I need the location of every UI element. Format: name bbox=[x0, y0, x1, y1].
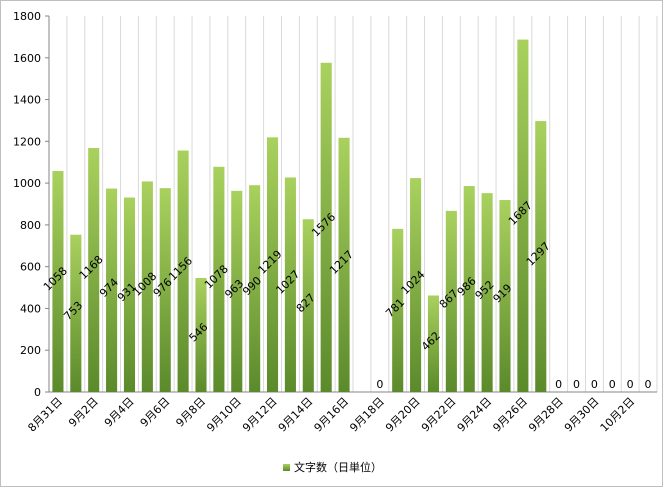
x-tick-label: 9月20日 bbox=[383, 395, 423, 435]
bar bbox=[517, 39, 529, 393]
data-label: 0 bbox=[645, 378, 652, 391]
x-tick-label: 9月28日 bbox=[526, 395, 566, 435]
data-label: 827 bbox=[294, 291, 318, 315]
y-tick-label: 1400 bbox=[13, 94, 41, 107]
x-tick-label: 9月12日 bbox=[240, 395, 280, 435]
x-tick-label: 9月22日 bbox=[419, 395, 459, 435]
x-tick-label: 9月4日 bbox=[102, 395, 137, 430]
data-label: 546 bbox=[187, 320, 211, 344]
bar bbox=[231, 190, 243, 392]
bar bbox=[249, 185, 261, 392]
bar bbox=[481, 193, 493, 392]
bar bbox=[213, 166, 225, 392]
y-tick-label: 800 bbox=[20, 219, 41, 232]
x-tick-label: 9月24日 bbox=[455, 395, 495, 435]
bar bbox=[266, 137, 279, 392]
x-tick-label: 9月10日 bbox=[204, 395, 244, 435]
bars bbox=[52, 39, 547, 393]
x-tick-label: 9月16日 bbox=[312, 395, 352, 435]
y-tick-label: 1200 bbox=[13, 135, 41, 148]
bar bbox=[535, 121, 547, 393]
y-tick-label: 0 bbox=[34, 386, 41, 399]
bar bbox=[159, 188, 171, 392]
bar bbox=[427, 295, 440, 392]
data-label: 0 bbox=[555, 378, 562, 391]
bar bbox=[320, 62, 332, 393]
y-tick-label: 1600 bbox=[13, 52, 41, 65]
bar bbox=[70, 234, 82, 392]
y-tick-label: 200 bbox=[20, 344, 41, 357]
data-label: 0 bbox=[627, 378, 634, 391]
x-tick-label: 10月2日 bbox=[598, 395, 638, 435]
legend-label: 文字数（日単位） bbox=[294, 461, 382, 474]
bar bbox=[52, 170, 64, 392]
legend-swatch bbox=[283, 463, 290, 471]
y-tick-label: 400 bbox=[20, 302, 41, 315]
bar bbox=[302, 219, 314, 392]
bar bbox=[195, 277, 207, 392]
data-label: 0 bbox=[609, 378, 616, 391]
data-label: 753 bbox=[61, 299, 85, 323]
bar bbox=[141, 181, 153, 392]
bar bbox=[88, 148, 100, 392]
y-tick-label: 1000 bbox=[13, 177, 41, 190]
x-tick-label: 9月6日 bbox=[138, 395, 173, 430]
data-label: 0 bbox=[573, 378, 580, 391]
bar bbox=[338, 137, 350, 392]
data-label: 0 bbox=[376, 378, 383, 391]
data-label: 781 bbox=[383, 296, 407, 320]
y-tick-label: 600 bbox=[20, 261, 41, 274]
bar bbox=[463, 186, 475, 392]
y-axis-ticks: 0 200 400 600 800 1000 1200 1400 1600 1800 bbox=[13, 10, 49, 399]
data-label: 990 bbox=[240, 274, 264, 298]
y-tick-label: 1800 bbox=[13, 10, 41, 23]
x-tick-label: 9月2日 bbox=[66, 395, 101, 430]
x-axis-ticks: 8月31日 9月2日 9月4日 9月6日 9月8日9月10日9月12日9月14日9月16… bbox=[25, 395, 637, 435]
x-tick-label: 8月31日 bbox=[25, 395, 65, 435]
bar bbox=[445, 210, 457, 392]
legend: 文字数（日単位） bbox=[283, 459, 382, 475]
bar bbox=[284, 177, 296, 392]
gridlines bbox=[48, 16, 658, 392]
bar bbox=[410, 178, 422, 392]
data-label: 0 bbox=[591, 378, 598, 391]
x-tick-label: 9月8日 bbox=[173, 395, 208, 430]
bar bbox=[177, 150, 189, 392]
x-tick-label: 9月26日 bbox=[490, 395, 530, 435]
x-tick-label: 9月14日 bbox=[276, 395, 316, 435]
bar bbox=[123, 197, 136, 392]
data-label: 462 bbox=[419, 329, 443, 353]
x-tick-label: 9月30日 bbox=[562, 395, 602, 435]
bar bbox=[106, 188, 118, 392]
bar bbox=[499, 200, 511, 392]
bar bbox=[392, 228, 404, 392]
x-tick-label: 9月18日 bbox=[347, 395, 387, 435]
